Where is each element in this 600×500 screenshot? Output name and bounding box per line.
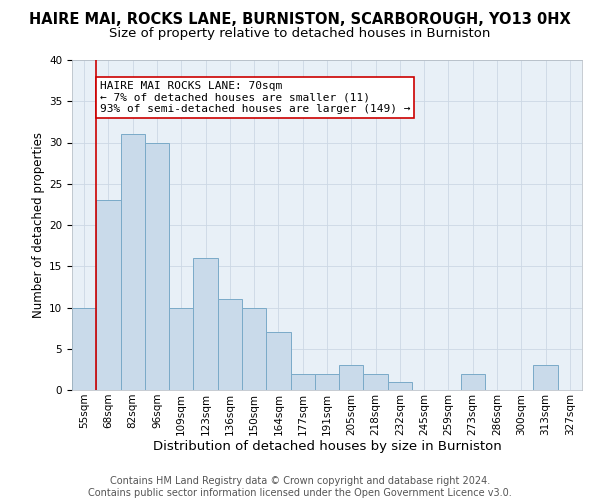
Text: HAIRE MAI, ROCKS LANE, BURNISTON, SCARBOROUGH, YO13 0HX: HAIRE MAI, ROCKS LANE, BURNISTON, SCARBO… (29, 12, 571, 28)
Text: Size of property relative to detached houses in Burniston: Size of property relative to detached ho… (109, 28, 491, 40)
Bar (315, 374, 339, 390)
Text: Contains HM Land Registry data © Crown copyright and database right 2024.
Contai: Contains HM Land Registry data © Crown c… (88, 476, 512, 498)
Bar (169, 308, 193, 390)
Bar (339, 365, 364, 390)
Bar (266, 332, 290, 390)
Y-axis label: Number of detached properties: Number of detached properties (32, 132, 45, 318)
Bar (121, 134, 145, 390)
Bar (388, 382, 412, 390)
Bar (145, 142, 169, 390)
Bar (96, 200, 121, 390)
Bar (242, 308, 266, 390)
Bar (364, 374, 388, 390)
X-axis label: Distribution of detached houses by size in Burniston: Distribution of detached houses by size … (152, 440, 502, 454)
Bar (218, 299, 242, 390)
Bar (533, 365, 558, 390)
Bar (193, 258, 218, 390)
Text: HAIRE MAI ROCKS LANE: 70sqm
← 7% of detached houses are smaller (11)
93% of semi: HAIRE MAI ROCKS LANE: 70sqm ← 7% of deta… (100, 80, 410, 114)
Bar (72, 308, 96, 390)
Bar (290, 374, 315, 390)
Bar (461, 374, 485, 390)
